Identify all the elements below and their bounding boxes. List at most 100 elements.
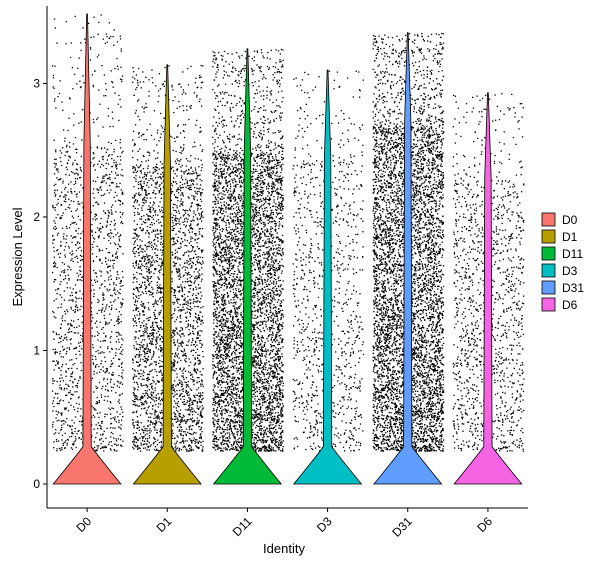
data-point [192,170,194,172]
data-point [157,129,159,131]
data-point [193,141,196,143]
data-point [189,324,192,326]
data-point [152,82,154,84]
data-point [115,293,117,296]
data-point [59,294,61,296]
data-point [75,347,77,350]
data-point [108,443,110,446]
data-point [193,220,195,222]
data-point [240,335,242,337]
data-point [52,400,54,402]
data-point [152,335,154,337]
data-point [192,293,195,295]
data-point [111,348,113,350]
data-point [75,291,78,293]
data-point [117,381,120,383]
data-point [119,35,121,37]
data-point [160,431,162,434]
data-point [135,260,138,262]
data-point [184,299,186,301]
data-point [96,245,98,247]
data-point [157,414,159,416]
data-point [98,189,100,191]
data-point [112,236,115,238]
data-point [152,303,154,305]
data-point [148,154,150,157]
data-point [152,172,154,174]
data-point [54,225,56,228]
data-point [65,166,67,168]
data-point [138,353,140,355]
data-point [219,91,221,94]
data-point [54,27,56,29]
data-point [183,398,185,401]
data-point [111,158,113,160]
data-point [198,314,200,316]
data-point [153,314,155,316]
data-point [160,125,163,127]
data-point [149,428,151,430]
data-point [117,155,119,158]
data-point [60,164,63,167]
data-point [180,430,182,433]
data-point [115,165,118,167]
data-point [142,310,144,312]
data-point [198,407,200,410]
data-point [133,427,135,429]
data-point [181,340,183,342]
data-point [53,397,55,399]
data-point [153,352,155,354]
data-point [147,151,150,153]
data-point [183,109,185,112]
data-point [200,346,202,348]
data-point [232,380,234,382]
data-point [154,236,157,238]
data-point [99,222,101,225]
data-point [142,350,144,352]
data-point [224,105,226,107]
data-point [63,290,65,292]
data-point [183,401,185,403]
data-point [147,336,149,338]
data-point [63,278,65,281]
data-point [196,348,199,350]
data-point [132,423,134,425]
data-point [241,110,243,112]
data-point [178,395,180,397]
data-point [75,236,77,238]
data-point [148,241,151,243]
data-point [136,361,138,363]
jitter-points-layer [51,14,525,452]
data-point [151,244,153,246]
data-point [202,306,204,308]
data-point [178,83,180,85]
data-point [134,214,136,216]
data-point [100,181,102,184]
data-point [201,399,203,401]
data-point [119,352,121,355]
data-point [145,191,147,193]
data-point [95,385,97,388]
data-point [64,188,66,190]
data-point [193,431,195,434]
data-point [118,348,120,350]
data-point [181,440,184,442]
data-point [64,256,66,258]
data-point [195,301,197,303]
data-point [101,262,103,264]
data-point [93,188,95,190]
data-point [199,401,202,403]
data-point [78,403,80,405]
data-point [143,277,145,279]
data-point [174,356,176,358]
data-point [148,284,150,286]
data-point [266,328,269,330]
data-point [72,443,74,445]
data-point [79,308,81,311]
data-point [276,209,278,211]
data-point [144,284,146,286]
data-point [109,408,111,411]
data-point [116,174,118,176]
data-point [122,298,124,300]
data-point [54,279,57,281]
